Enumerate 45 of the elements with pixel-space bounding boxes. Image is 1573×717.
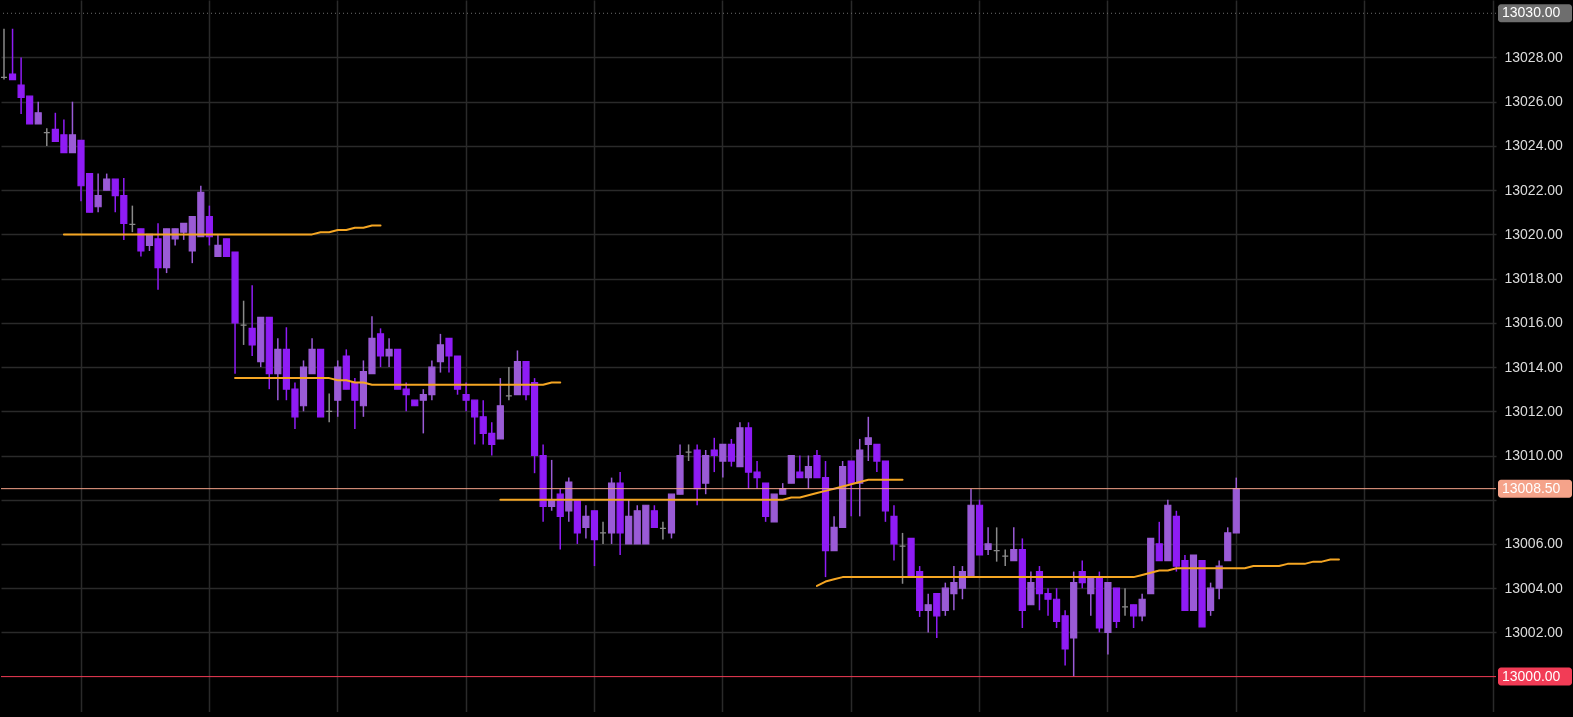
y-tick-label: 13002.00: [1504, 623, 1564, 640]
candlestick: [924, 592, 932, 634]
candlestick: [248, 284, 256, 357]
y-tick-label: 13004.00: [1504, 579, 1564, 596]
candlestick: [796, 454, 804, 479]
candlestick: [34, 100, 42, 125]
candlestick: [864, 416, 872, 462]
y-tick-label: 13006.00: [1504, 535, 1564, 552]
y-tick-label: 13028.00: [1504, 48, 1564, 65]
candlestick: [719, 443, 727, 479]
ref-line-label: 13000.00: [1502, 667, 1561, 684]
ref-line-label: 13030.00: [1502, 4, 1561, 21]
candlestick: [1155, 521, 1163, 562]
candlestick: [710, 437, 718, 473]
y-tick-label: 13026.00: [1504, 93, 1564, 110]
candlestick: [984, 526, 992, 556]
y-tick-label: 13016.00: [1504, 314, 1564, 331]
candlestick: [582, 504, 590, 540]
candlestick: [8, 28, 17, 81]
candlestick: [94, 172, 102, 214]
candlestick: [68, 100, 77, 154]
y-tick-label: 13018.00: [1504, 270, 1564, 287]
y-tick-label: 13012.00: [1504, 402, 1564, 419]
y-tick-label: 13024.00: [1504, 137, 1564, 154]
y-tick-label: 13022.00: [1504, 181, 1564, 198]
candlestick: [385, 337, 393, 368]
candlestick: [1010, 526, 1018, 562]
candlestick: [376, 327, 385, 368]
candlestick: [933, 592, 941, 639]
candlestick: [1215, 559, 1223, 600]
candlestick: [650, 504, 658, 529]
candlestick: [1027, 570, 1035, 606]
ref-line-label: 13008.50: [1502, 479, 1561, 496]
candlestick: [1129, 604, 1138, 629]
candlestick: [804, 454, 812, 490]
candlestick: [436, 333, 445, 374]
candlestick: [1207, 581, 1215, 617]
candlestick: [214, 233, 222, 258]
candlestick: [1138, 592, 1146, 623]
candlestick: [137, 228, 145, 258]
candlestick: [727, 438, 735, 468]
candlestick: [847, 460, 855, 518]
y-tick-label: 13014.00: [1504, 358, 1564, 375]
y-tick-label: 13020.00: [1504, 225, 1564, 242]
y-tick-label: 13010.00: [1504, 447, 1564, 463]
